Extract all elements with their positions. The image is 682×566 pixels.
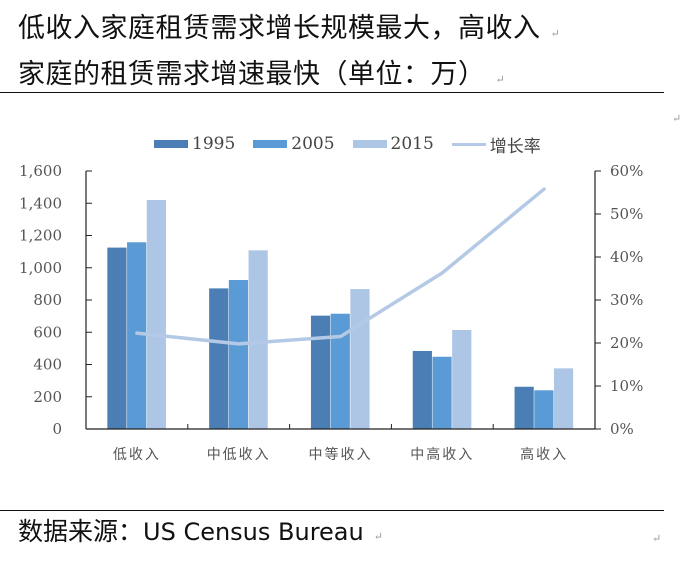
bottom-divider bbox=[0, 510, 664, 511]
legend-item-2015: 2015 bbox=[352, 134, 434, 154]
title-line-2: 家庭的租赁需求增速最快（单位：万） ↵ bbox=[18, 59, 506, 90]
x-tick-label: 中低收入 bbox=[207, 447, 271, 463]
bar-2015 bbox=[350, 289, 370, 429]
y2-tick-label: 10% bbox=[610, 377, 643, 395]
return-mark-icon: ↵ bbox=[652, 532, 662, 545]
y-tick-label: 0 bbox=[52, 420, 62, 438]
legend-item-growth-rate: 增长率 bbox=[451, 132, 541, 157]
x-tick-label: 中高收入 bbox=[410, 446, 474, 463]
y2-tick-label: 20% bbox=[610, 334, 643, 352]
legend-swatch bbox=[154, 140, 188, 148]
return-mark-icon: ↵ bbox=[495, 73, 506, 86]
chart-legend: 1995 2005 2015 增长率 bbox=[154, 132, 559, 157]
y2-tick-label: 50% bbox=[610, 205, 643, 223]
line-增长率 bbox=[135, 187, 546, 346]
bar-2015 bbox=[248, 250, 268, 429]
bar-1995 bbox=[412, 350, 432, 429]
x-tick-label: 中等收入 bbox=[309, 446, 373, 463]
bar-1995 bbox=[209, 288, 229, 429]
y-tick-label: 600 bbox=[33, 323, 62, 341]
legend-item-1995: 1995 bbox=[154, 134, 235, 154]
bar-2005 bbox=[228, 280, 249, 429]
y-tick-label: 1,400 bbox=[19, 194, 62, 212]
y-tick-label: 800 bbox=[33, 291, 62, 309]
x-tick-label: 高收入 bbox=[520, 446, 568, 463]
bar-1995 bbox=[310, 315, 331, 429]
bar-2015 bbox=[146, 200, 166, 429]
y-tick-label: 1,000 bbox=[19, 259, 62, 277]
x-tick-label: 低收入 bbox=[113, 447, 161, 463]
bar-2005 bbox=[127, 242, 147, 429]
legend-line-swatch bbox=[451, 142, 486, 146]
y2-tick-label: 0% bbox=[610, 420, 634, 438]
y2-tick-label: 60% bbox=[610, 162, 643, 180]
legend-swatch bbox=[253, 140, 288, 148]
bar-series bbox=[107, 200, 574, 429]
y-tick-label: 200 bbox=[33, 388, 62, 406]
chart-axes: 低收入 中低收入 中等收入 中高收入 高收入 0 200 400 600 800 1,000 1,20… bbox=[19, 162, 643, 463]
bar-2005 bbox=[534, 390, 554, 429]
title-line-1: 低收入家庭租赁需求增长规模最大，高收入 ↵ bbox=[18, 13, 561, 44]
bar-2015 bbox=[452, 329, 472, 429]
y2-tick-label: 30% bbox=[610, 291, 643, 309]
top-divider bbox=[0, 92, 664, 93]
y-tick-label: 1,600 bbox=[19, 162, 62, 180]
y-tick-label: 1,200 bbox=[19, 227, 62, 245]
bar-1995 bbox=[107, 247, 127, 429]
y2-tick-label: 40% bbox=[610, 248, 643, 266]
return-mark-icon: ↵ bbox=[672, 112, 682, 125]
chart-title: 低收入家庭租赁需求增长规模最大，高收入 ↵ 家庭的租赁需求增速最快（单位：万） ↵ bbox=[18, 8, 658, 100]
return-mark-icon: ↵ bbox=[373, 530, 383, 543]
growth-rate-line bbox=[135, 187, 546, 346]
bar-2015 bbox=[553, 368, 574, 429]
legend-swatch bbox=[352, 140, 387, 148]
bar-2005 bbox=[432, 356, 452, 429]
y-tick-label: 400 bbox=[33, 356, 62, 374]
legend-item-2005: 2005 bbox=[253, 134, 335, 154]
bar-2005 bbox=[330, 313, 350, 429]
return-mark-icon: ↵ bbox=[550, 27, 561, 40]
data-source: 数据来源：US Census Bureau ↵ bbox=[18, 517, 383, 546]
bar-1995 bbox=[514, 386, 534, 429]
